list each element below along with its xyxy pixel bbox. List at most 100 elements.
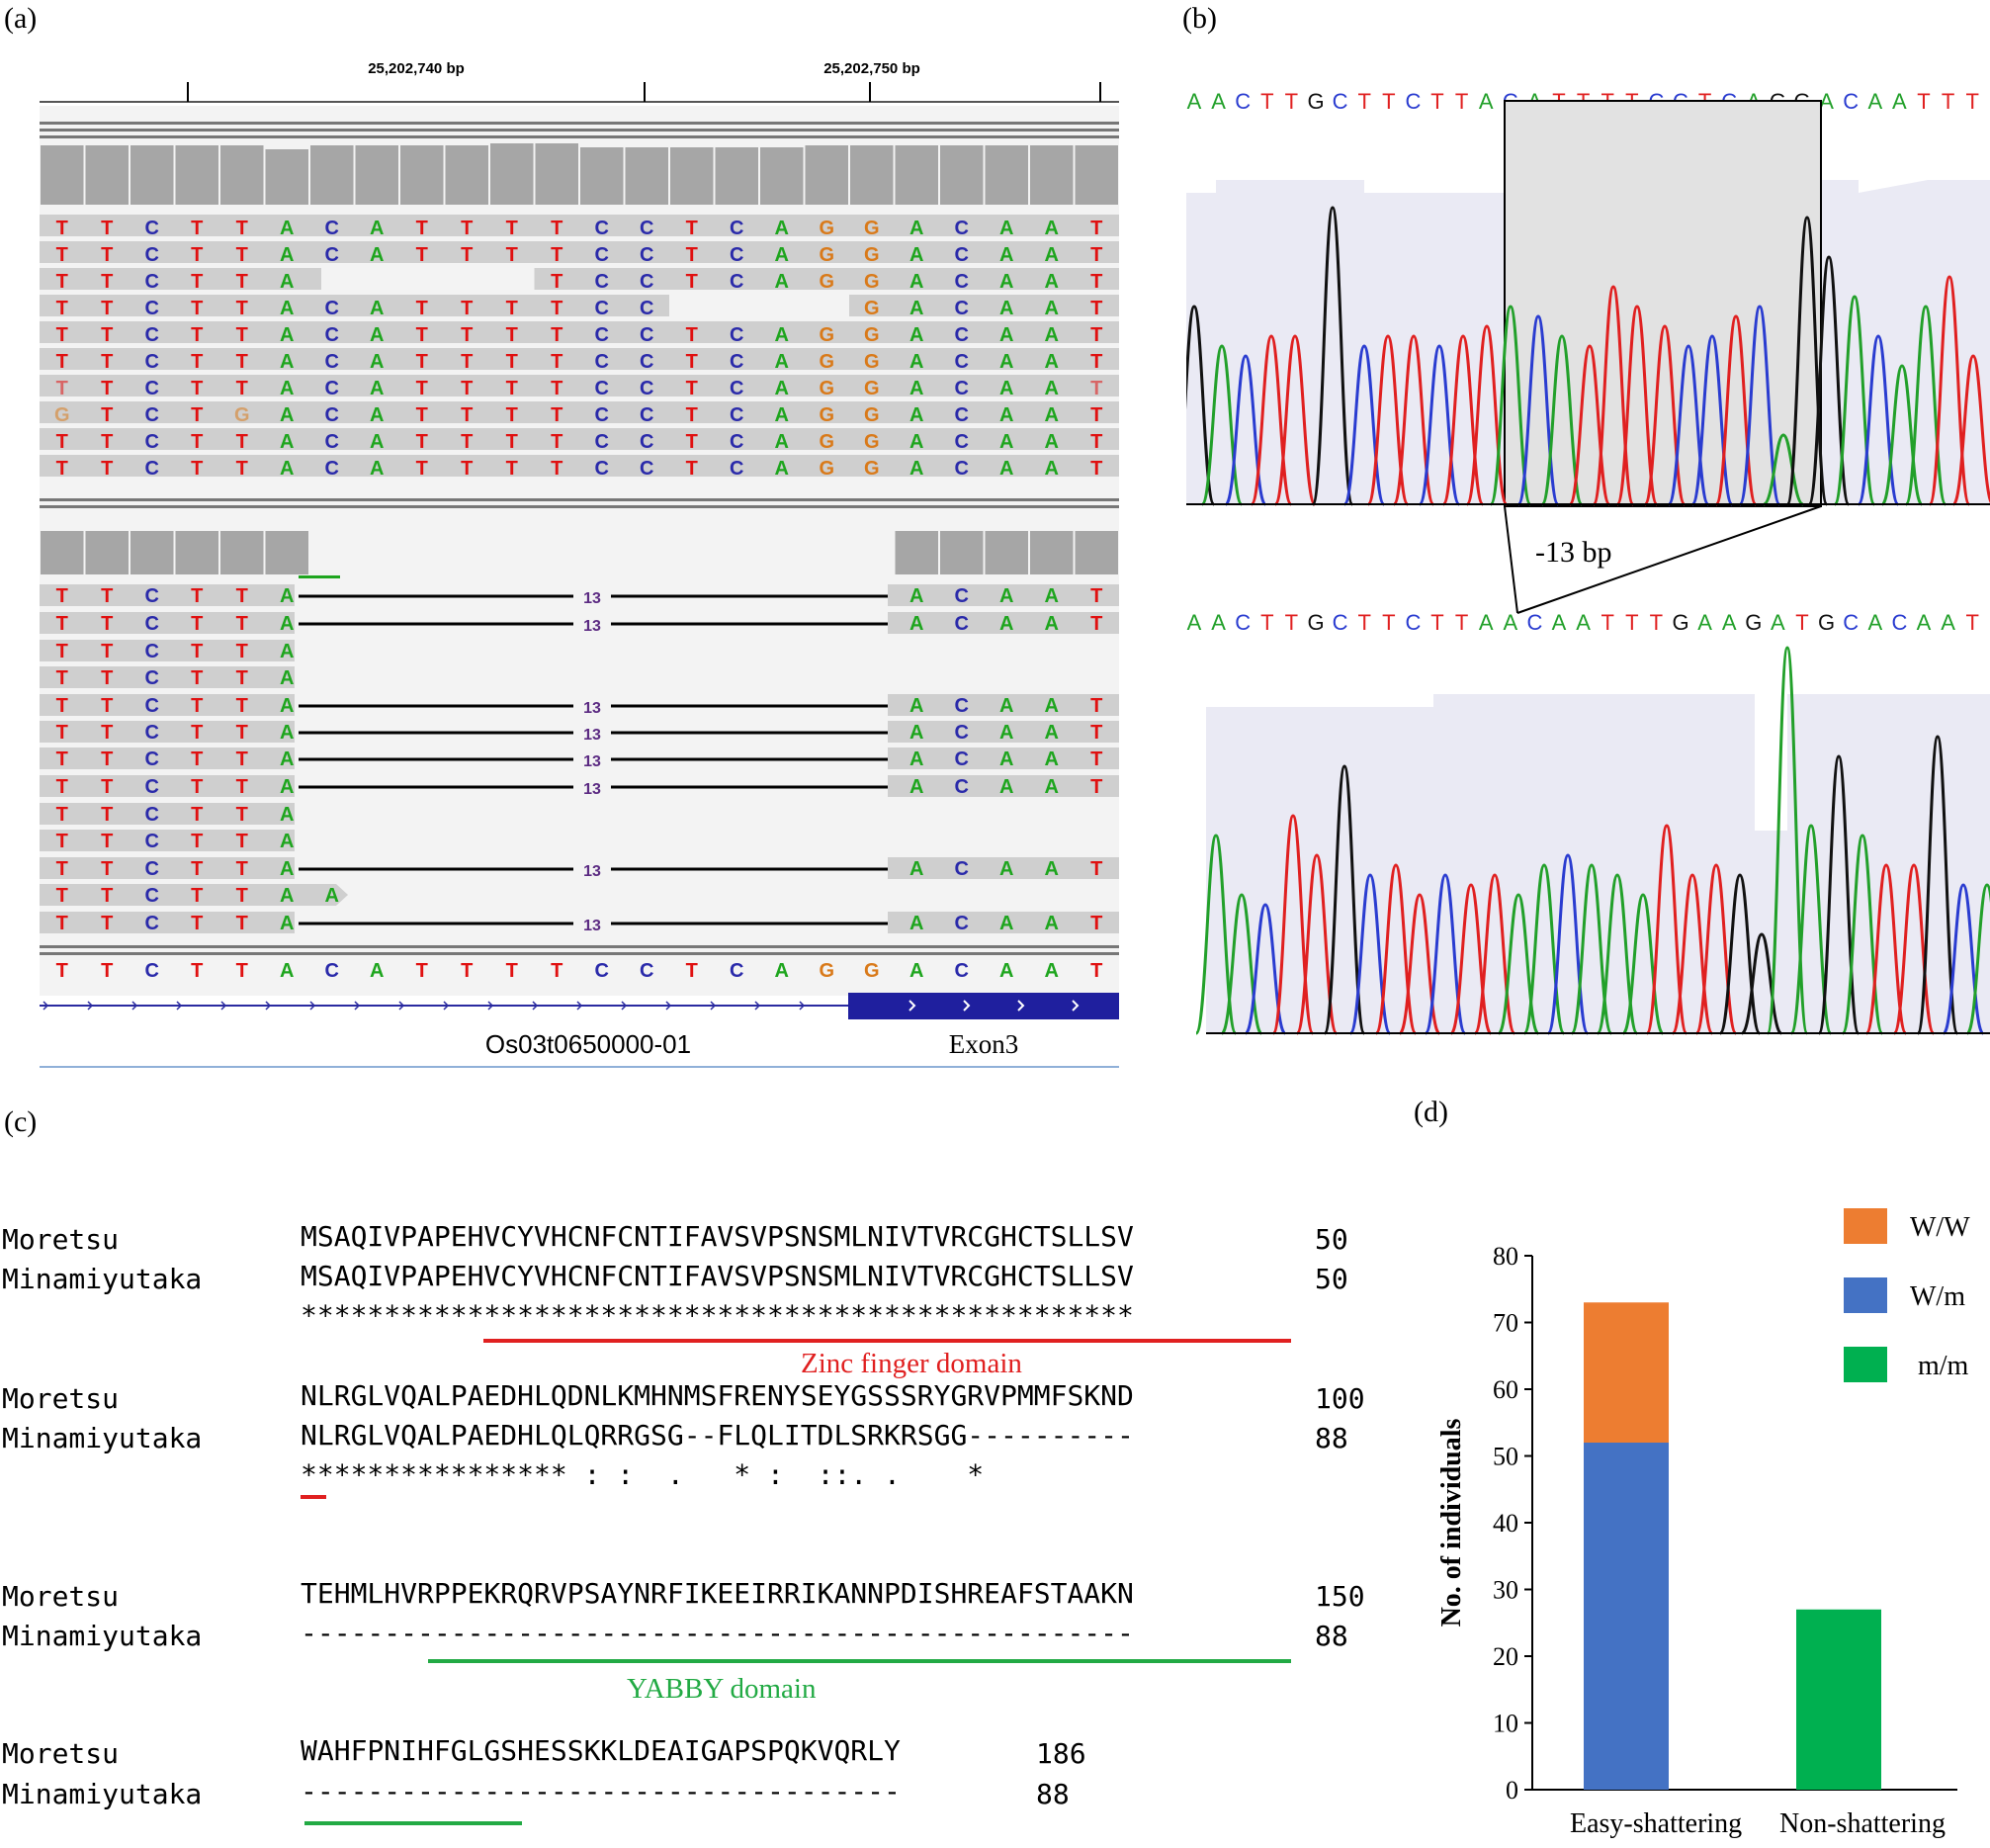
base-call: A <box>1045 324 1059 346</box>
base-call: C <box>325 458 339 480</box>
base-call: C <box>955 378 969 399</box>
base-call: A <box>1479 610 1494 635</box>
base-call: A <box>370 404 384 426</box>
base-call: A <box>1045 351 1059 373</box>
strand-arrow <box>710 1001 717 1011</box>
base-call: A <box>1045 458 1059 480</box>
base-call: T <box>551 351 562 373</box>
base-call: C <box>955 458 969 480</box>
read-bar <box>40 803 295 825</box>
base-call: C <box>955 695 969 717</box>
base-call: T <box>551 244 562 266</box>
base-call: A <box>1045 613 1059 635</box>
base-call: A <box>280 458 294 480</box>
base-call: A <box>999 431 1013 453</box>
base-call: C <box>730 324 743 346</box>
strand-arrow <box>265 1001 272 1011</box>
trace-peak <box>1323 764 1366 1035</box>
base-call: T <box>1090 404 1102 426</box>
y-tick-label: 80 <box>1493 1242 1518 1271</box>
read-bar <box>40 721 295 743</box>
base-call: C <box>1405 89 1421 114</box>
base-call: C <box>640 458 653 480</box>
base-call: T <box>191 378 203 399</box>
strand-arrow <box>621 1001 628 1011</box>
base-call: T <box>191 404 203 426</box>
base-call: C <box>1333 89 1348 114</box>
seq-end-number: 88 <box>1036 1778 1070 1810</box>
zinc-finger-underline-end <box>301 1495 326 1499</box>
base-call: C <box>955 858 969 880</box>
base-call: C <box>1891 610 1907 635</box>
base-call: C <box>145 218 159 239</box>
reference-base: T <box>551 960 562 982</box>
base-call: A <box>1187 610 1202 635</box>
track-divider <box>40 498 1119 501</box>
base-call: A <box>775 404 789 426</box>
base-call: T <box>236 804 248 826</box>
base-call: T <box>416 218 428 239</box>
base-call: T <box>101 776 113 798</box>
base-call: A <box>775 244 789 266</box>
read-bar <box>888 584 1119 606</box>
trace-peak <box>1738 305 1781 506</box>
base-call: A <box>1045 858 1059 880</box>
strand-arrow <box>487 1001 494 1011</box>
coverage-bar <box>400 145 444 205</box>
base-call: C <box>145 404 159 426</box>
read-bar <box>40 348 1119 370</box>
base-call: A <box>1045 431 1059 453</box>
base-call: T <box>1090 378 1102 399</box>
y-axis-title: No. of individuals <box>1436 1418 1467 1627</box>
base-call: A <box>909 218 923 239</box>
read-bar <box>40 830 295 851</box>
track-divider <box>40 952 1119 955</box>
base-call: T <box>236 722 248 744</box>
base-call: T <box>1090 324 1102 346</box>
base-call: T <box>191 748 203 770</box>
base-call: T <box>191 458 203 480</box>
y-tick-label: 10 <box>1493 1710 1518 1738</box>
reference-base: T <box>236 960 248 982</box>
base-call: A <box>909 458 923 480</box>
yabby-underline <box>428 1659 1291 1663</box>
base-call: T <box>236 858 248 880</box>
trace-peak <box>1951 354 1990 506</box>
base-call: T <box>1382 89 1395 114</box>
base-call: T <box>191 271 203 293</box>
base-call: A <box>1479 89 1494 114</box>
genotype-bar-chart: 0 10 20 30 40 50 60 70 80 No. of individuals Easy-… <box>1414 1167 1990 1843</box>
read-bar <box>40 612 295 634</box>
base-call: A <box>280 431 294 453</box>
base-call: A <box>1892 89 1907 114</box>
base-call: A <box>1045 271 1059 293</box>
coverage-bar <box>130 531 174 574</box>
track-divider <box>40 505 1119 508</box>
base-call: A <box>280 351 294 373</box>
deletion-connector <box>1516 505 1822 614</box>
base-call: C <box>145 885 159 907</box>
base-call: C <box>640 271 653 293</box>
base-call: T <box>551 271 562 293</box>
base-call: T <box>461 244 473 266</box>
reference-base: C <box>640 960 653 982</box>
base-call: A <box>909 298 923 319</box>
base-call: T <box>506 324 518 346</box>
base-call: T <box>1090 298 1102 319</box>
base-call: T <box>56 585 68 607</box>
base-call: T <box>236 271 248 293</box>
trace-peak <box>1489 305 1532 506</box>
zinc-finger-underline <box>483 1339 1291 1343</box>
base-call: T <box>191 351 203 373</box>
base-call: T <box>1260 89 1273 114</box>
base-call: T <box>686 351 698 373</box>
base-call: T <box>1601 610 1613 635</box>
base-call: T <box>236 613 248 635</box>
base-call: C <box>325 324 339 346</box>
base-call: C <box>640 218 653 239</box>
base-call: T <box>1965 610 1978 635</box>
read-bar <box>40 455 1119 477</box>
base-call: T <box>686 271 698 293</box>
deletion-size-label: -13 bp <box>1535 536 1612 569</box>
base-call: T <box>1090 218 1102 239</box>
